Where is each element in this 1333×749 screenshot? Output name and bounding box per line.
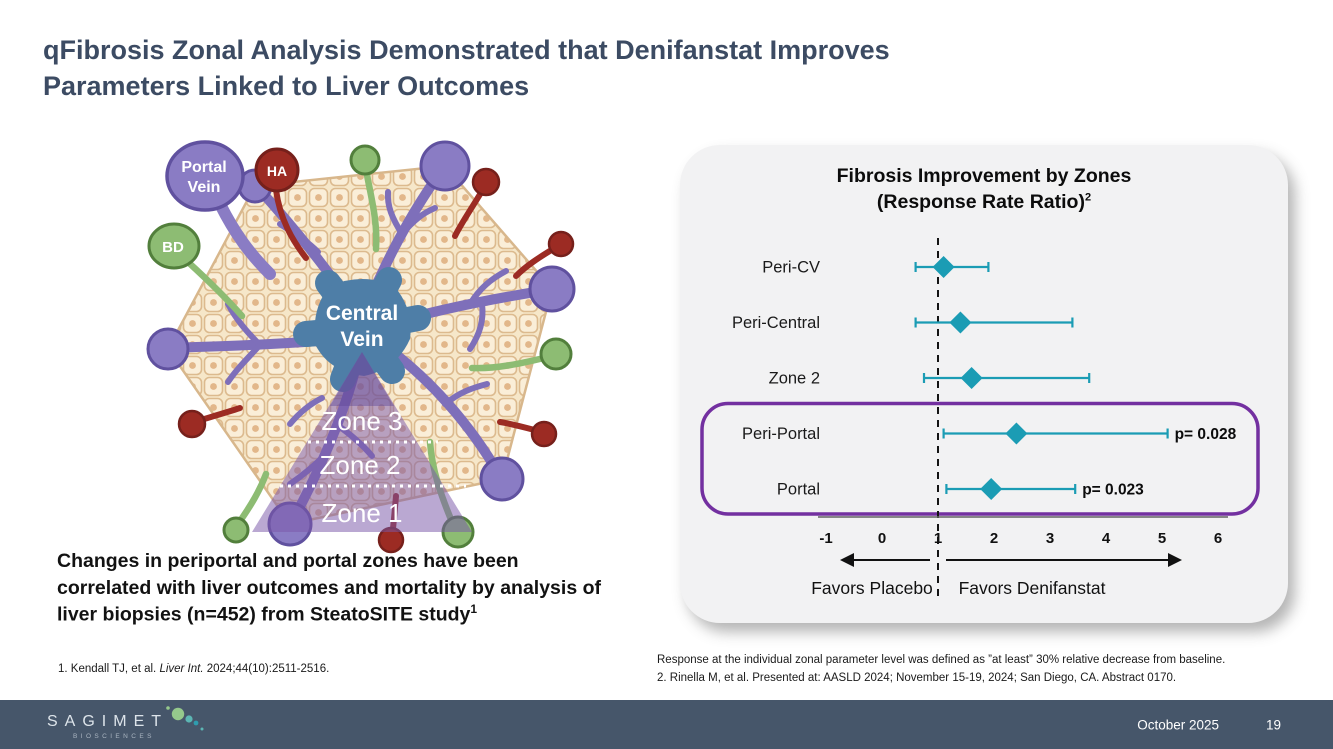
x-tick-label: 6 <box>1214 530 1222 547</box>
chart-footnote-definition: Response at the individual zonal paramet… <box>657 654 1226 666</box>
favors-denifanstat-label: Favors Denifanstat <box>959 578 1106 598</box>
x-tick-label: 4 <box>1102 530 1111 547</box>
hepatic-artery-labeled-bulb: HA <box>254 147 300 193</box>
estimate-diamond <box>932 256 955 278</box>
estimate-diamond <box>1005 422 1028 445</box>
portal-vein-labeled-bulb: Portal Vein <box>165 140 276 280</box>
footer-date: October 2025 <box>1137 717 1219 732</box>
category-label: Portal <box>777 481 820 499</box>
chart-footnote-reference: 2. Rinella M, et al. Presented at: AASLD… <box>657 671 1177 684</box>
diagram-caption: Changes in periportal and portal zones h… <box>57 548 609 628</box>
x-tick-label: 0 <box>878 530 886 547</box>
central-vein: Central Vein <box>293 267 431 392</box>
x-tick-label: 5 <box>1158 530 1166 547</box>
footer-bar: SAGIMET BIOSCIENCES October 2025 19 <box>0 700 1333 749</box>
zone2-label: Zone 2 <box>320 450 401 480</box>
logo-dots-icon <box>166 706 204 731</box>
footer-page-number: 19 <box>1265 717 1281 732</box>
arrow-left-head <box>840 553 854 567</box>
chart-title: Fibrosis Improvement by Zones (Response … <box>680 163 1288 216</box>
sagimet-logo: SAGIMET BIOSCIENCES <box>47 706 204 740</box>
left-footnote: 1. Kendall TJ, et al. Liver Int. 2024;44… <box>58 663 330 675</box>
category-label: Peri-Portal <box>742 425 820 443</box>
favors-placebo-label: Favors Placebo <box>811 578 933 598</box>
chart-title-line1: Fibrosis Improvement by Zones <box>836 165 1132 187</box>
category-label: Peri-Central <box>732 314 820 332</box>
estimate-diamond <box>960 367 983 389</box>
portal-vein-label-line2: Vein <box>188 179 221 196</box>
hepatic-artery-bulbs <box>177 167 575 554</box>
x-tick-label: 1 <box>934 530 942 547</box>
portal-vein-label-line1: Portal <box>181 159 226 176</box>
diagram-caption-text: Changes in periportal and portal zones h… <box>57 550 601 626</box>
p-value-label: p= 0.023 <box>1082 482 1144 499</box>
slide-title: qFibrosis Zonal Analysis Demonstrated th… <box>43 35 890 101</box>
p-value-label: p= 0.028 <box>1175 426 1237 443</box>
zone-overlay: Zone 3 Zone 2 Zone 1 <box>252 352 472 532</box>
bd-label: BD <box>162 239 184 256</box>
estimate-diamond <box>980 478 1003 500</box>
logo-subtext: BIOSCIENCES <box>73 733 155 740</box>
chart-title-superscript: 2 <box>1084 191 1092 204</box>
central-vein-label-line1: Central <box>326 302 398 325</box>
logo-wordmark: SAGIMET <box>47 713 169 730</box>
forest-plot-panel: Fibrosis Improvement by Zones (Response … <box>680 145 1288 623</box>
arrow-right-head <box>1168 553 1182 567</box>
zone1-label: Zone 1 <box>322 498 403 528</box>
x-tick-label: 2 <box>990 530 998 547</box>
category-label: Zone 2 <box>769 370 820 388</box>
liver-lobule-diagram: Central Vein <box>140 124 610 556</box>
highlight-box <box>700 401 1260 516</box>
forest-plot: -1 0 1 2 3 4 5 6 Peri-CV Peri-Central Zone 2 Peri-P… <box>700 238 1260 600</box>
central-vein-label-line2: Vein <box>340 328 383 351</box>
diagram-caption-superscript: 1 <box>470 602 478 617</box>
chart-footnotes: Response at the individual zonal paramet… <box>657 652 1333 688</box>
category-label: Peri-CV <box>762 259 820 277</box>
x-tick-label: -1 <box>819 530 832 547</box>
chart-title-line2: (Response Rate Ratio) <box>876 191 1085 214</box>
estimate-diamond <box>949 311 972 334</box>
liver-lobule-illustration: Central Vein <box>146 140 576 554</box>
x-tick-label: 3 <box>1046 530 1054 547</box>
bile-duct-labeled-bulb: BD <box>147 222 201 270</box>
ha-label: HA <box>267 163 287 179</box>
zone3-label: Zone 3 <box>322 406 403 436</box>
